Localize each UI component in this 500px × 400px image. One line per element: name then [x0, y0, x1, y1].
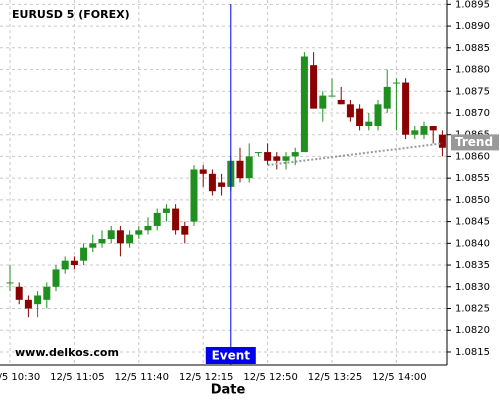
candle-body — [383, 86, 391, 109]
candle-body — [374, 104, 382, 127]
candle-body — [218, 182, 226, 187]
candle-body — [15, 286, 23, 300]
candle-body — [356, 108, 364, 127]
y-tick-label: 1.0890 — [455, 21, 490, 32]
candle-body — [411, 130, 419, 135]
candle-body — [199, 169, 207, 174]
candle-body — [245, 156, 253, 179]
x-tick-label: 12/5 12:50 — [243, 372, 297, 383]
y-tick-label: 1.0885 — [455, 43, 490, 54]
y-tick-label: 1.0845 — [455, 217, 490, 228]
x-tick-label: 12/5 14:00 — [372, 372, 426, 383]
candle-body — [181, 225, 189, 235]
candle-body — [300, 56, 308, 153]
y-tick-label: 1.0835 — [455, 260, 490, 271]
y-tick-label: 1.0860 — [455, 151, 490, 162]
candle-body — [208, 173, 216, 192]
candle-body — [282, 156, 290, 161]
candle-body — [236, 160, 244, 179]
candle-body — [107, 230, 115, 239]
candle-body — [319, 95, 327, 109]
candle-body — [365, 121, 373, 127]
y-tick-label: 1.0855 — [455, 173, 490, 184]
candle-body — [429, 126, 437, 131]
candle-body — [254, 152, 262, 154]
candle-body — [43, 286, 51, 300]
candle-body — [61, 260, 69, 270]
candle-body — [328, 95, 336, 97]
y-tick-label: 1.0830 — [455, 282, 490, 293]
y-tick-label: 1.0850 — [455, 195, 490, 206]
grid — [0, 0, 447, 365]
candle-body — [144, 225, 152, 231]
candle-body — [126, 234, 134, 244]
candle-body — [6, 282, 14, 284]
candle-body — [98, 238, 106, 244]
x-tick-label: 12/5 12:15 — [179, 372, 233, 383]
y-tick-label: 1.0875 — [455, 86, 490, 97]
candle-body — [34, 295, 42, 305]
candle-body — [116, 230, 124, 244]
candle-body — [24, 299, 32, 309]
trend-label-box — [451, 134, 499, 151]
x-tick-label: 12/5 13:25 — [308, 372, 362, 383]
event-label: Event — [212, 349, 251, 363]
marks — [6, 52, 446, 318]
x-tick-label: 12/5 10:30 — [0, 372, 40, 383]
y-tick-label: 1.0815 — [455, 347, 490, 358]
candle-body — [264, 152, 272, 161]
y-tick-label: 1.0820 — [455, 325, 490, 336]
candle-body — [438, 134, 446, 148]
x-axis-title: Date — [211, 383, 246, 398]
candle-body — [190, 169, 198, 222]
x-tick-label: 12/5 11:40 — [115, 372, 169, 383]
y-tick-label: 1.0840 — [455, 238, 490, 249]
candle-body — [291, 152, 299, 157]
candle-body — [52, 269, 60, 287]
candle-body — [80, 247, 88, 261]
y-tick-label: 1.0870 — [455, 108, 490, 119]
event-label-box — [205, 347, 256, 364]
candle-body — [346, 104, 354, 118]
candle-body — [402, 82, 410, 135]
candle-body — [337, 99, 345, 105]
y-tick-label: 1.0825 — [455, 304, 490, 315]
trend-line — [267, 142, 443, 167]
candle-body — [135, 230, 143, 235]
candle-body — [392, 82, 400, 84]
candle-body — [162, 208, 170, 213]
x-tick-label: 12/5 11:05 — [50, 372, 104, 383]
watermark: www.delkos.com — [15, 346, 119, 359]
candle-body — [89, 243, 97, 248]
candle-body — [420, 126, 428, 135]
y-tick-label: 1.0895 — [455, 0, 490, 10]
candle-body — [310, 65, 318, 109]
candle-body — [153, 212, 161, 226]
trend-label: Trend — [455, 135, 493, 149]
candle-body — [273, 156, 281, 161]
candle-body — [70, 260, 78, 266]
y-tick-label: 1.0880 — [455, 65, 490, 76]
candle-body — [172, 208, 180, 231]
chart-title: EURUSD 5 (FOREX) — [12, 8, 130, 21]
